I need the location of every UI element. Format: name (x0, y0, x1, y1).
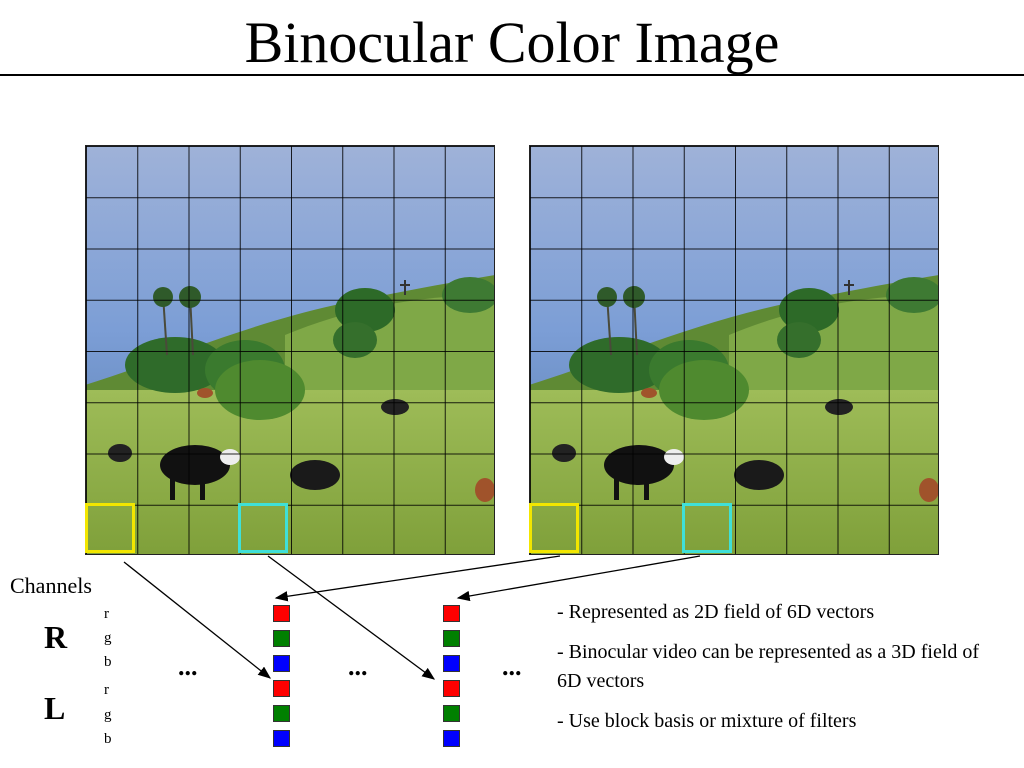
channel-square (273, 605, 290, 622)
channel-letter: g (104, 707, 112, 723)
left-eye-image (85, 145, 495, 555)
channel-square (443, 730, 460, 747)
cyan-block-highlight (238, 503, 288, 553)
channel-letter: g (104, 630, 112, 646)
ellipsis: ... (178, 652, 198, 681)
pixel-vector (273, 605, 291, 755)
slide-title: Binocular Color Image (244, 10, 780, 75)
notes-list: - Represented as 2D field of 6D vectors … (557, 598, 997, 747)
channel-square (273, 630, 290, 647)
yellow-block-highlight (85, 503, 135, 553)
right-eye-image (529, 145, 939, 555)
pixel-vector (443, 605, 461, 755)
right-eye-label: R (44, 619, 68, 655)
ellipsis: ... (502, 652, 522, 681)
channel-square (443, 680, 460, 697)
arrow-right-yellow (274, 555, 561, 602)
channel-square (273, 730, 290, 747)
channel-square (443, 605, 460, 622)
ellipsis: ... (348, 652, 368, 681)
channel-square (273, 655, 290, 672)
cyan-block-highlight (682, 503, 732, 553)
channel-letter: r (104, 606, 109, 622)
channel-letter: r (104, 682, 109, 698)
channel-square (443, 705, 460, 722)
block-grid (529, 145, 939, 555)
title-divider (0, 74, 1024, 76)
yellow-block-highlight (529, 503, 579, 553)
note-item: - Binocular video can be represented as … (557, 641, 980, 692)
channel-letter: b (104, 654, 112, 670)
channel-letter: b (104, 731, 112, 747)
block-grid (85, 145, 495, 555)
channel-square (273, 705, 290, 722)
channels-label: Channels (10, 573, 92, 598)
arrow-right-cyan (456, 555, 701, 602)
note-item: - Represented as 2D field of 6D vectors (557, 601, 875, 623)
note-item: - Use block basis or mixture of filters (557, 710, 857, 732)
channel-square (443, 655, 460, 672)
channel-square (443, 630, 460, 647)
channel-square (273, 680, 290, 697)
left-eye-label: L (44, 690, 66, 726)
